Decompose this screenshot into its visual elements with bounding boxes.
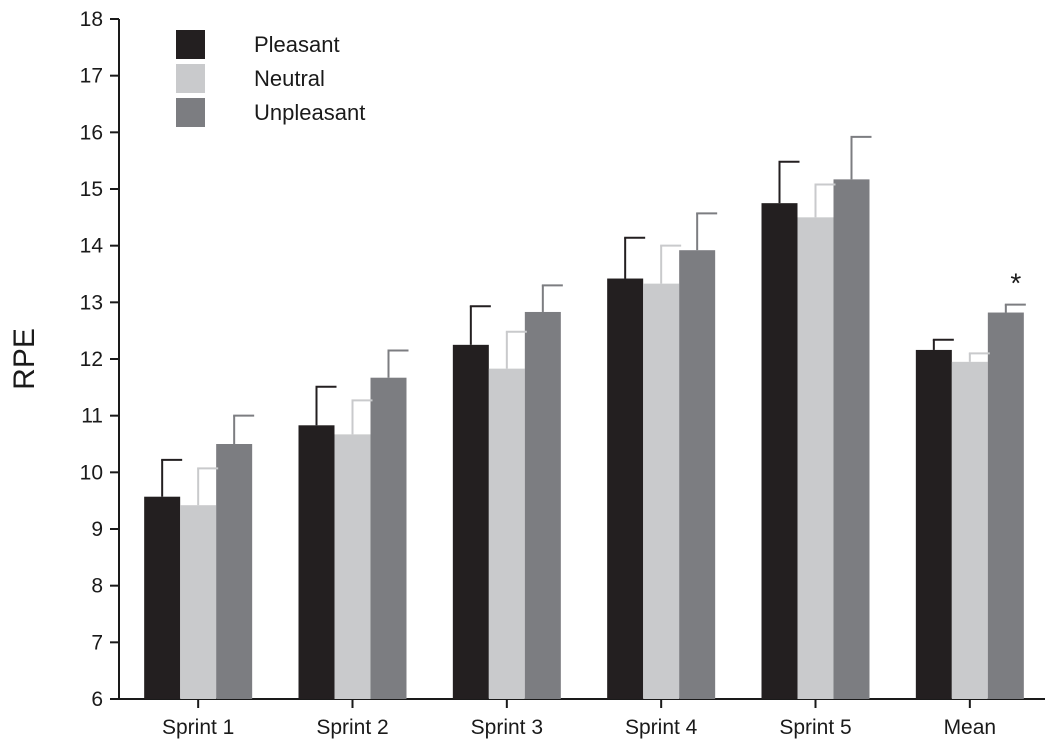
bar-pleasant-5 bbox=[761, 203, 798, 699]
y-tick-label: 9 bbox=[91, 518, 103, 541]
bar-pleasant-6 bbox=[915, 349, 952, 699]
category-labels: Sprint 1 Sprint 2 Sprint 3 Sprint 4 Sprint 5… bbox=[162, 699, 996, 739]
y-tick-label: 11 bbox=[81, 405, 103, 428]
bar-unpleasant-4 bbox=[679, 250, 716, 699]
y-tick-label: 15 bbox=[80, 178, 103, 201]
category-label: Sprint 4 bbox=[625, 716, 698, 739]
y-tick-label: 8 bbox=[91, 575, 103, 598]
category-label: Sprint 5 bbox=[779, 716, 851, 739]
annotations: * bbox=[1010, 268, 1021, 299]
legend-label-unpleasant: Unpleasant bbox=[254, 100, 365, 125]
category-label: Sprint 3 bbox=[471, 716, 543, 739]
bar-neutral-6 bbox=[951, 361, 988, 699]
bar-unpleasant-2 bbox=[370, 377, 407, 699]
significance-marker: * bbox=[1010, 268, 1021, 299]
bar-pleasant-4 bbox=[607, 278, 644, 699]
y-tick-label: 17 bbox=[80, 65, 103, 88]
bar-neutral-5 bbox=[797, 217, 834, 700]
y-tick-label: 10 bbox=[80, 461, 103, 484]
bar-unpleasant-3 bbox=[524, 311, 561, 699]
y-axis-title: RPE bbox=[8, 328, 41, 390]
category-label: Sprint 1 bbox=[162, 716, 234, 739]
bar-pleasant-1 bbox=[144, 496, 181, 699]
bar-unpleasant-6 bbox=[987, 312, 1024, 699]
bar-unpleasant-5 bbox=[833, 179, 870, 699]
legend-swatch-unpleasant bbox=[176, 98, 205, 127]
legend-swatch-neutral bbox=[176, 64, 205, 93]
legend: Pleasant Neutral Unpleasant bbox=[176, 30, 365, 127]
error-bars bbox=[161, 135, 1026, 506]
bar-neutral-1 bbox=[180, 505, 217, 699]
legend-label-neutral: Neutral bbox=[254, 66, 325, 91]
y-tick-label: 14 bbox=[80, 235, 104, 258]
y-tick-label: 12 bbox=[80, 348, 103, 371]
bar-pleasant-2 bbox=[298, 425, 335, 699]
category-label: Mean bbox=[944, 716, 997, 739]
bar-neutral-4 bbox=[643, 283, 680, 699]
y-tick-label: 13 bbox=[80, 291, 103, 314]
y-ticks: 6 7 8 9 10 11 12 13 14 15 16 17 18 bbox=[80, 8, 119, 711]
bars bbox=[144, 179, 1024, 700]
y-tick-label: 16 bbox=[80, 121, 103, 144]
bar-unpleasant-1 bbox=[216, 444, 253, 699]
legend-swatch-pleasant bbox=[176, 30, 205, 59]
category-label: Sprint 2 bbox=[316, 716, 388, 739]
y-tick-label: 7 bbox=[91, 631, 103, 654]
legend-label-pleasant: Pleasant bbox=[254, 32, 340, 57]
y-tick-label: 6 bbox=[91, 688, 103, 711]
bar-neutral-2 bbox=[334, 434, 371, 699]
y-tick-label: 18 bbox=[80, 8, 103, 31]
bar-pleasant-3 bbox=[452, 344, 489, 699]
bar-neutral-3 bbox=[488, 368, 525, 699]
